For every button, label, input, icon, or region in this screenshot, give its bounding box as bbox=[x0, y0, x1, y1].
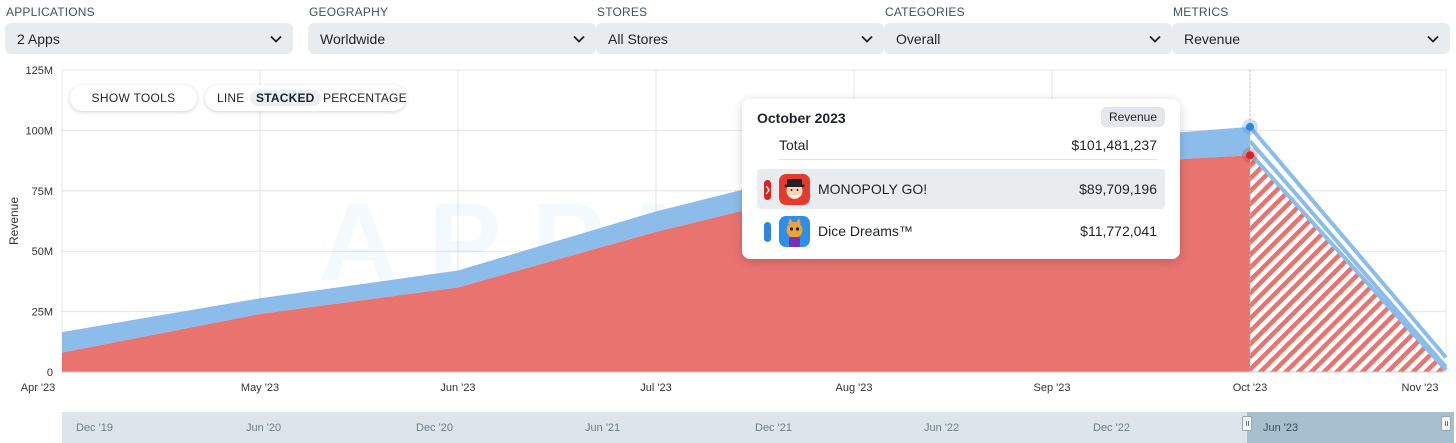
series-marker-icon bbox=[764, 222, 771, 242]
filter-label: METRICS bbox=[1173, 5, 1229, 19]
navigator-left-handle[interactable] bbox=[1242, 416, 1252, 431]
dropdown-value: Revenue bbox=[1184, 31, 1241, 47]
x-tick-label: Sep '23 bbox=[1034, 382, 1071, 394]
x-axis: Apr '23 May '23 Jun '23 Jul '23 Aug '23 Sep '… bbox=[21, 382, 1439, 394]
filter-label: STORES bbox=[597, 5, 648, 19]
x-tick-label: Jun '23 bbox=[440, 382, 475, 394]
y-tick-label: 25M bbox=[32, 307, 53, 319]
navigator-label: Dec '22 bbox=[1093, 422, 1130, 434]
show-tools-button[interactable]: SHOW TOOLS bbox=[70, 85, 197, 111]
tooltip-title: October 2023 bbox=[757, 110, 846, 126]
tooltip-divider bbox=[779, 159, 1157, 160]
navigator-right-handle[interactable] bbox=[1441, 416, 1451, 431]
chevron-down-icon bbox=[1427, 35, 1439, 43]
mode-stacked-button[interactable]: STACKED bbox=[250, 90, 321, 106]
x-tick-label: Jul '23 bbox=[640, 382, 671, 394]
tooltip-total-value: $101,481,237 bbox=[1071, 137, 1157, 153]
dice-dreams-incomplete-lower bbox=[1248, 151, 1448, 372]
stores-dropdown[interactable]: All Stores bbox=[596, 23, 884, 54]
filter-label: APPLICATIONS bbox=[6, 5, 95, 19]
chevron-down-icon bbox=[573, 35, 585, 43]
navigator-label: Dec '21 bbox=[755, 422, 792, 434]
y-tick-label: 0 bbox=[47, 367, 53, 379]
filter-label: CATEGORIES bbox=[885, 5, 965, 19]
categories-dropdown[interactable]: Overall bbox=[884, 23, 1172, 54]
hover-point-dice-dreams bbox=[1246, 122, 1254, 131]
x-tick-label: Oct '23 bbox=[1233, 382, 1268, 394]
mode-percentage-button[interactable]: PERCENTAGE bbox=[323, 91, 407, 105]
dice-dreams-incomplete-upper bbox=[1248, 125, 1448, 359]
dropdown-value: Overall bbox=[896, 31, 941, 47]
chart-tooltip: October 2023 Revenue Total $101,481,237 … bbox=[742, 99, 1180, 259]
y-tick-label: 75M bbox=[32, 186, 53, 198]
x-tick-label: May '23 bbox=[241, 382, 279, 394]
navigator-label: Jun '21 bbox=[585, 422, 621, 434]
y-tick-label: 100M bbox=[25, 125, 53, 137]
navigator-label: Jun '22 bbox=[924, 422, 960, 434]
tooltip-metric-badge: Revenue bbox=[1100, 107, 1165, 127]
mode-line-button[interactable]: LINE bbox=[217, 91, 245, 105]
x-tick-label: Aug '23 bbox=[836, 382, 873, 394]
x-tick-label: Nov '23 bbox=[1402, 382, 1439, 394]
dice-dreams-incomplete-mid bbox=[1248, 139, 1448, 369]
dropdown-value: Worldwide bbox=[320, 31, 386, 47]
y-axis-label: Revenue bbox=[7, 197, 21, 245]
chevron-down-icon bbox=[1149, 35, 1161, 43]
app-revenue-value: $89,709,196 bbox=[1079, 181, 1157, 197]
series-marker-icon bbox=[764, 180, 771, 200]
chevron-down-icon bbox=[861, 35, 873, 43]
app-name: MONOPOLY GO! bbox=[818, 181, 928, 197]
app-revenue-value: $11,772,041 bbox=[1080, 223, 1157, 239]
filter-label: GEOGRAPHY bbox=[309, 5, 389, 19]
monopoly-go-app-icon bbox=[779, 174, 810, 205]
area-dice-dreams bbox=[62, 126, 1250, 353]
metrics-dropdown[interactable]: Revenue bbox=[1172, 23, 1450, 54]
dice-dreams-app-icon bbox=[779, 216, 810, 247]
app-name: Dice Dreams™ bbox=[818, 223, 913, 239]
y-axis: 0 25M 50M 75M 100M 125M bbox=[25, 65, 53, 379]
applications-dropdown[interactable]: 2 Apps bbox=[5, 23, 293, 54]
chevron-down-icon bbox=[270, 35, 282, 43]
y-tick-label: 50M bbox=[32, 246, 53, 258]
tooltip-row-monopoly[interactable]: MONOPOLY GO! $89,709,196 bbox=[757, 169, 1165, 209]
timeline-navigator[interactable]: Dec '19 Jun '20 Dec '20 Jun '21 Dec '21 … bbox=[62, 412, 1454, 443]
tooltip-row-dice-dreams[interactable]: Dice Dreams™ $11,772,041 bbox=[757, 211, 1165, 251]
navigator-label: Dec '20 bbox=[416, 422, 453, 434]
navigator-label: Jun '23 bbox=[1263, 422, 1299, 434]
navigator-selection[interactable] bbox=[1247, 412, 1454, 443]
tooltip-total-label: Total bbox=[779, 137, 809, 153]
geography-dropdown[interactable]: Worldwide bbox=[308, 23, 596, 54]
dropdown-value: All Stores bbox=[608, 31, 668, 47]
hover-point-monopoly-go bbox=[1246, 151, 1254, 160]
navigator-label: Jun '20 bbox=[246, 422, 282, 434]
filter-bar: APPLICATIONS 2 Apps GEOGRAPHY Worldwide … bbox=[0, 0, 1456, 60]
hover-points bbox=[1242, 118, 1258, 164]
chart-mode-toggle: LINE STACKED PERCENTAGE bbox=[205, 85, 407, 111]
dropdown-value: 2 Apps bbox=[17, 31, 60, 47]
y-tick-label: 125M bbox=[25, 65, 53, 77]
x-tick-label: Apr '23 bbox=[21, 382, 56, 394]
navigator-label: Dec '19 bbox=[76, 422, 113, 434]
